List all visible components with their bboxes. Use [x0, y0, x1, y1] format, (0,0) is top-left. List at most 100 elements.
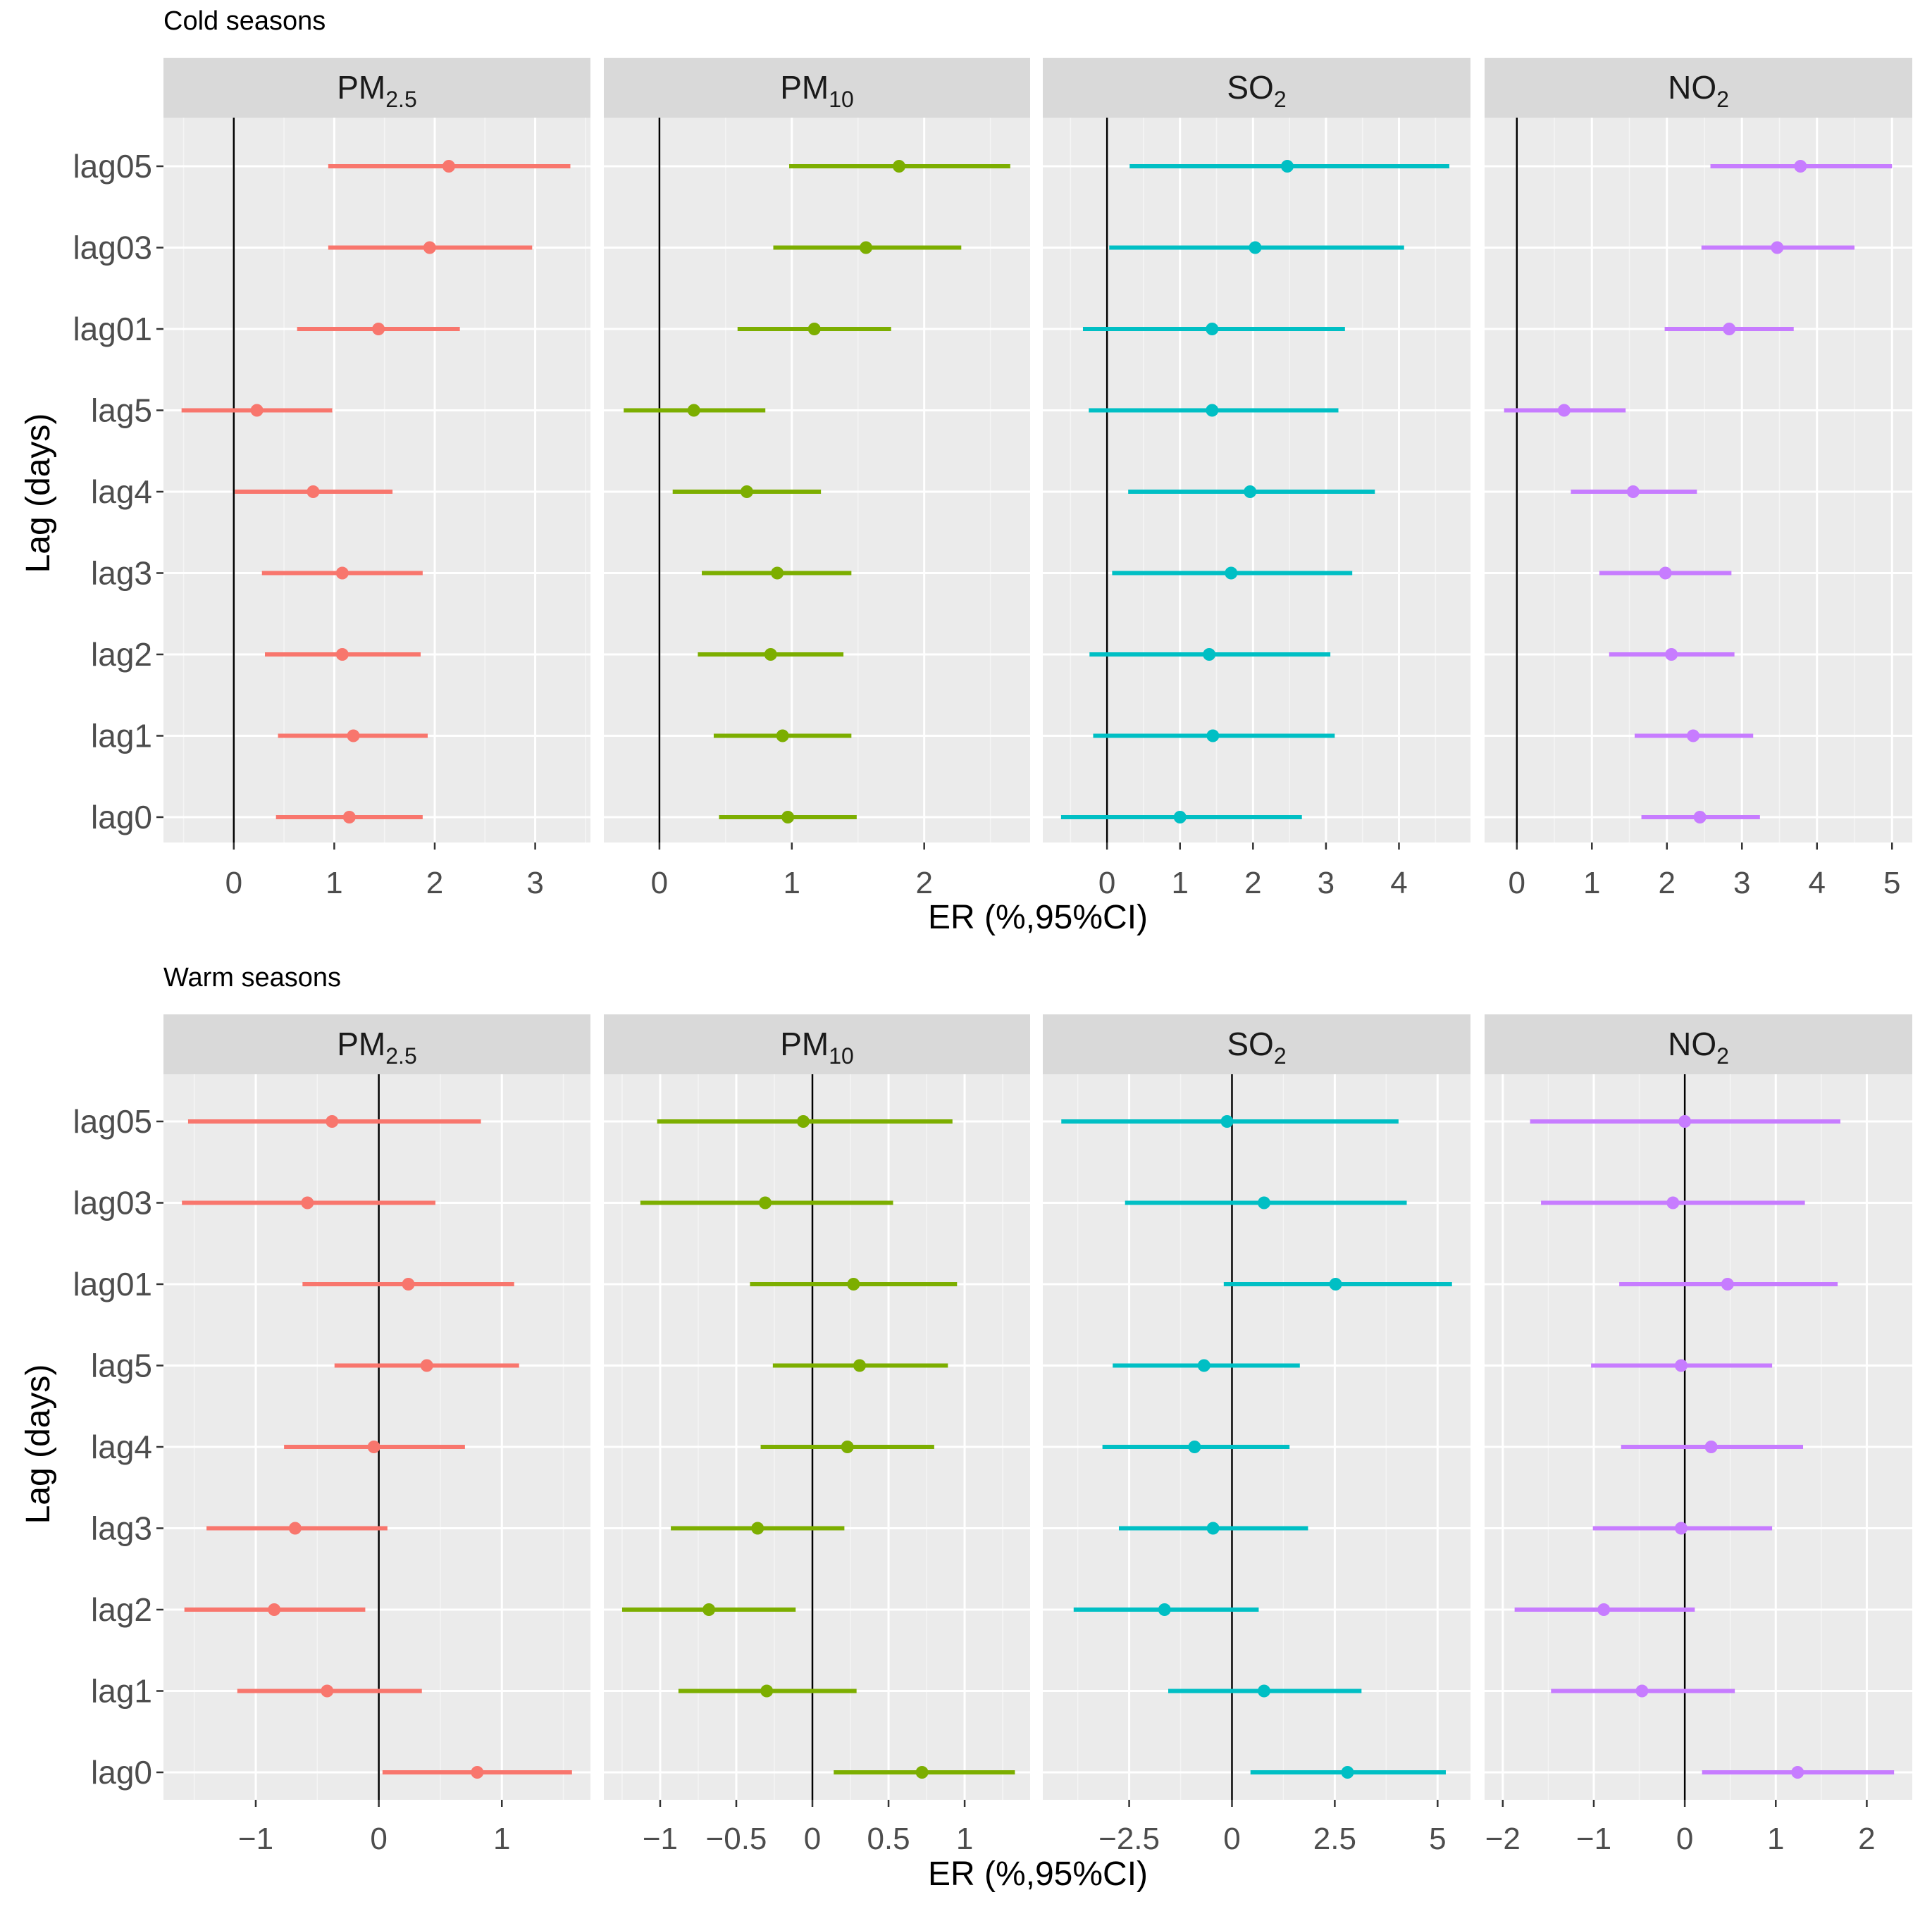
x-tick-label: 5 [1883, 866, 1900, 900]
x-axis-title: ER (%,95%CI) [928, 1855, 1148, 1893]
strip-label-main: NO [1668, 1026, 1716, 1062]
y-tick-label: lag1 [91, 1673, 152, 1710]
point-estimate-lag5 [1206, 404, 1219, 417]
y-tick-label: lag05 [73, 148, 152, 185]
point-estimate-lag01 [1721, 1278, 1734, 1291]
x-tick-label: 2 [1858, 1822, 1875, 1856]
point-estimate-lag3 [288, 1522, 302, 1535]
y-tick-label: lag1 [91, 718, 152, 754]
strip-label-sub: 2 [1274, 1043, 1287, 1069]
x-axis-title: ER (%,95%CI) [928, 899, 1148, 936]
point-estimate-lag0 [342, 811, 356, 823]
point-estimate-lag03 [759, 1196, 772, 1210]
point-estimate-lag4 [306, 485, 320, 498]
panel-pm10: PM10 −1 −0.5 0 0.5 1 [604, 1014, 1030, 1856]
strip-label-sub: 2 [1274, 87, 1287, 112]
point-estimate-lag03 [860, 241, 873, 254]
y-tick-label: lag2 [91, 1591, 152, 1628]
point-estimate-lag01 [1723, 323, 1736, 335]
point-estimate-lag03 [1258, 1196, 1271, 1210]
strip-label-sub: 2.5 [385, 87, 416, 112]
point-estimate-lag2 [1203, 648, 1216, 661]
point-estimate-lag2 [268, 1603, 281, 1616]
strip-label-main: SO [1227, 69, 1273, 106]
y-tick-label: lag3 [91, 555, 152, 592]
x-tick-label: 0.5 [867, 1822, 910, 1856]
point-estimate-lag4 [1704, 1441, 1718, 1453]
point-estimate-lag3 [335, 566, 349, 580]
strip-label-sub: 2.5 [385, 1043, 416, 1069]
x-tick-label: 0 [1676, 1822, 1693, 1856]
y-tick-label: lag3 [91, 1510, 152, 1547]
x-tick-label: 0 [225, 866, 242, 900]
x-tick-label: −2.5 [1098, 1822, 1160, 1856]
strip-label-sub: 10 [829, 87, 854, 112]
x-tick-label: 2 [426, 866, 443, 900]
point-estimate-lag1 [776, 729, 789, 742]
point-estimate-lag01 [847, 1278, 860, 1291]
point-estimate-lag5 [420, 1359, 433, 1372]
point-estimate-lag03 [1249, 241, 1262, 254]
point-estimate-lag3 [1674, 1522, 1688, 1535]
panel-strip [1043, 1014, 1470, 1074]
point-estimate-lag3 [751, 1522, 764, 1535]
panel-strip [1485, 58, 1912, 118]
point-estimate-lag5 [687, 404, 700, 417]
panel-strip-label: PM10 [780, 1026, 854, 1069]
strip-label-main: NO [1668, 69, 1716, 106]
x-tick-label: −1 [238, 1822, 273, 1856]
panel-strip [163, 1014, 590, 1074]
x-tick-label: 2 [915, 866, 932, 900]
x-tick-label: 0 [370, 1822, 387, 1856]
section-title: Warm seasons [163, 963, 341, 993]
point-estimate-lag01 [372, 323, 385, 335]
point-estimate-lag2 [1597, 1603, 1611, 1616]
point-estimate-lag05 [1220, 1115, 1234, 1128]
point-estimate-lag03 [1771, 241, 1784, 254]
panel-strip [1485, 1014, 1912, 1074]
point-estimate-lag4 [1188, 1441, 1201, 1453]
x-tick-label: 1 [1171, 866, 1188, 900]
y-tick-label: lag03 [73, 230, 152, 266]
panel-background [1485, 118, 1912, 842]
point-estimate-lag05 [1281, 160, 1294, 173]
y-axis-title: Lag (days) [20, 413, 57, 573]
panel-pm25: PM2.5 0 1 2 3 [163, 58, 590, 900]
panel-pm25: PM2.5 −1 0 1 [163, 1014, 590, 1856]
panel-background [1485, 1074, 1912, 1800]
x-tick-label: 2 [1659, 866, 1676, 900]
point-estimate-lag05 [326, 1115, 339, 1128]
x-tick-label: 3 [526, 866, 543, 900]
point-estimate-lag4 [367, 1441, 380, 1453]
panel-strip-label: NO2 [1668, 1026, 1729, 1069]
point-estimate-lag03 [1666, 1196, 1680, 1210]
x-tick-label: 3 [1733, 866, 1750, 900]
point-estimate-lag0 [915, 1766, 929, 1779]
y-axis-title: Lag (days) [20, 1364, 57, 1524]
x-tick-label: 0 [804, 1822, 821, 1856]
x-tick-label: 2 [1244, 866, 1261, 900]
y-tick-label: lag01 [73, 311, 152, 347]
panel-strip-label: PM10 [780, 69, 854, 112]
x-tick-label: 1 [1767, 1822, 1784, 1856]
point-estimate-lag5 [1674, 1359, 1688, 1372]
panel-strip-label: PM2.5 [337, 69, 416, 112]
point-estimate-lag3 [771, 566, 784, 580]
point-estimate-lag5 [853, 1359, 866, 1372]
x-tick-label: 1 [784, 866, 800, 900]
x-tick-label: 1 [1583, 866, 1600, 900]
y-tick-label: lag0 [91, 799, 152, 835]
point-estimate-lag2 [335, 648, 349, 661]
point-estimate-lag05 [1678, 1115, 1692, 1128]
y-tick-label: lag03 [73, 1185, 152, 1221]
panel-pm10: PM10 0 1 2 [604, 58, 1030, 900]
point-estimate-lag05 [1794, 160, 1807, 173]
strip-label-main: PM [337, 69, 385, 106]
point-estimate-lag5 [1197, 1359, 1210, 1372]
point-estimate-lag0 [471, 1766, 484, 1779]
point-estimate-lag1 [1206, 729, 1220, 742]
point-estimate-lag1 [1635, 1684, 1649, 1698]
point-estimate-lag4 [841, 1441, 854, 1453]
